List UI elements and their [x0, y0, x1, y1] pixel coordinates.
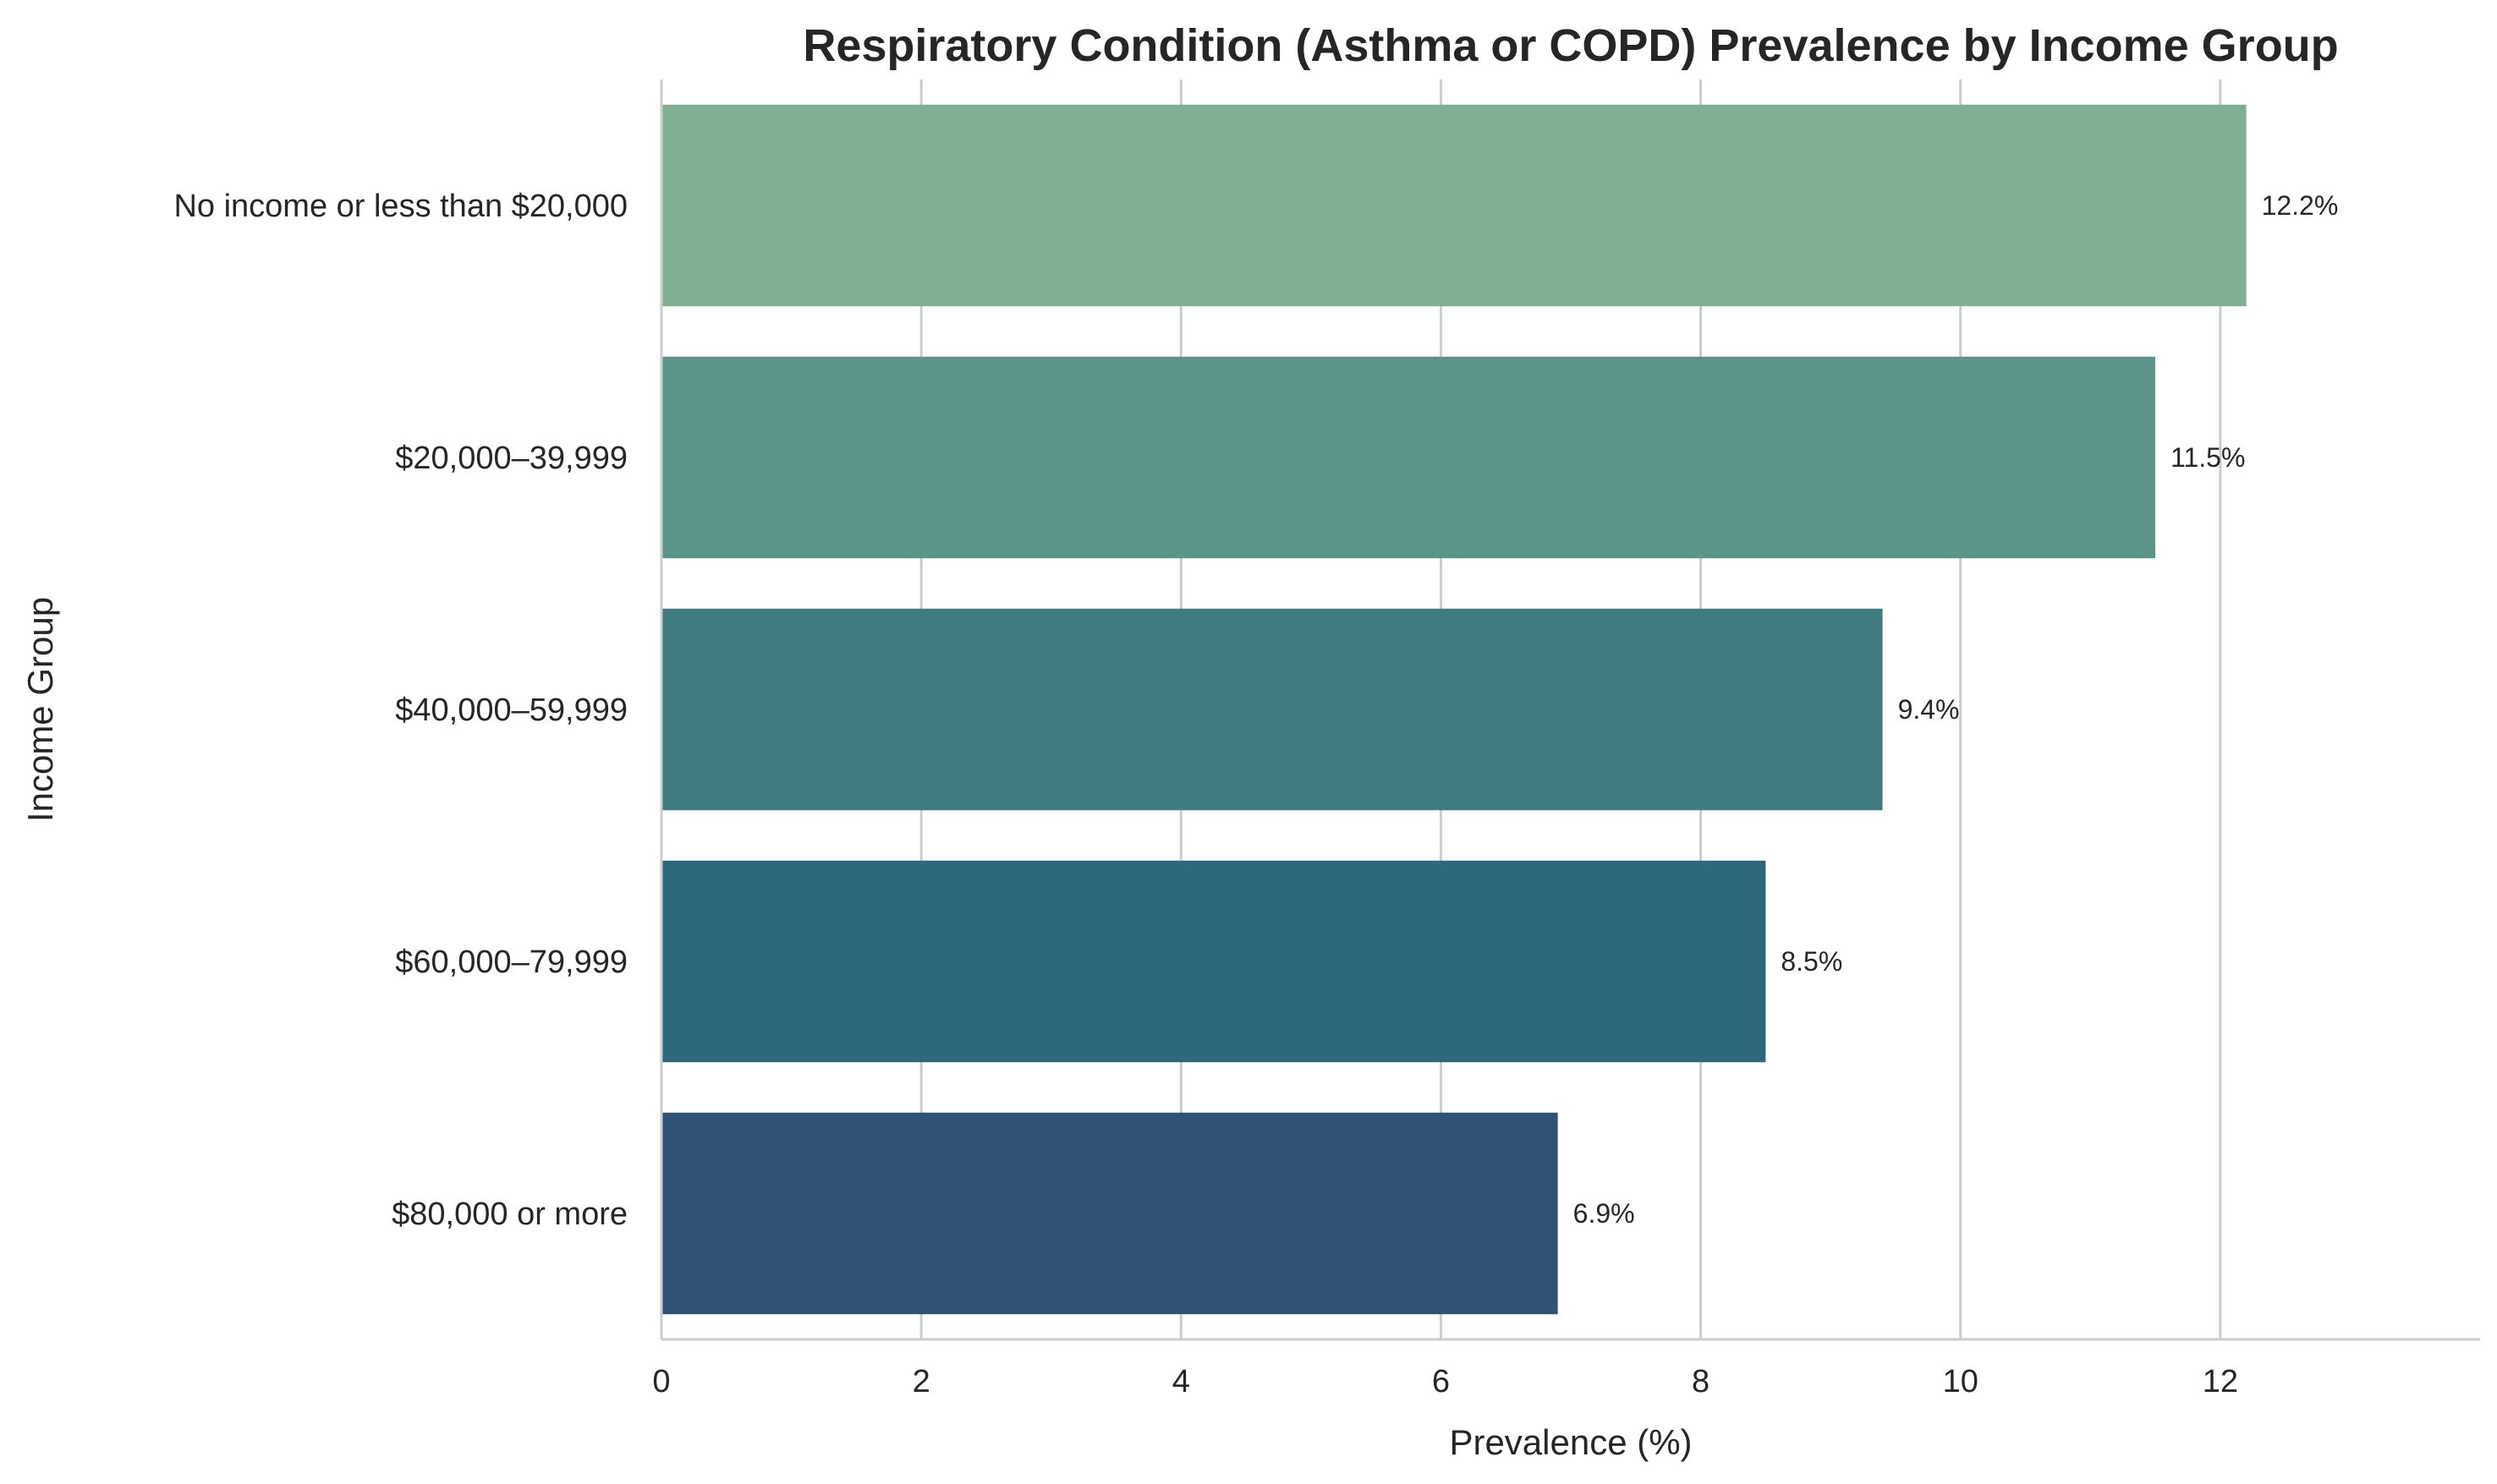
y-axis-label: Income Group [20, 597, 60, 822]
bar-value-label-1: 11.5% [2170, 442, 2245, 473]
x-tick-label-8: 8 [1692, 1364, 1709, 1399]
bar-value-label-2: 9.4% [1898, 694, 1960, 725]
x-tick-label-6: 6 [1432, 1364, 1450, 1399]
x-tick-label-10: 10 [1943, 1364, 1978, 1399]
bars [661, 104, 2247, 1315]
x-tick-labels: 0 2 4 6 8 10 12 [652, 1364, 2238, 1399]
x-tick-label-2: 2 [913, 1364, 930, 1399]
category-label-3: $60,000–79,999 [395, 945, 628, 980]
x-tick-label-4: 4 [1172, 1364, 1190, 1399]
bar-value-label-4: 6.9% [1573, 1198, 1635, 1229]
bar-value-label-3: 8.5% [1781, 946, 1842, 977]
y-category-labels: No income or less than $20,000 $20,000–39… [173, 189, 628, 1232]
category-label-2: $40,000–59,999 [395, 693, 628, 728]
x-axis-label: Prevalence (%) [1449, 1422, 1692, 1462]
category-label-1: $20,000–39,999 [395, 441, 628, 476]
x-tick-label-0: 0 [652, 1364, 670, 1399]
axes [660, 79, 2480, 1341]
bar-0 [661, 104, 2247, 307]
chart-title: Respiratory Condition (Asthma or COPD) P… [803, 20, 2338, 71]
bar-3 [661, 860, 1766, 1063]
bar-value-labels: 12.2% 11.5% 9.4% 8.5% 6.9% [1573, 190, 2339, 1229]
category-label-0: No income or less than $20,000 [173, 189, 628, 224]
bar-4 [661, 1112, 1558, 1315]
bar-value-label-0: 12.2% [2262, 190, 2339, 221]
bar-1 [661, 356, 2156, 559]
bar-2 [661, 608, 1883, 811]
x-tick-label-12: 12 [2203, 1364, 2238, 1399]
category-label-4: $80,000 or more [392, 1197, 628, 1232]
